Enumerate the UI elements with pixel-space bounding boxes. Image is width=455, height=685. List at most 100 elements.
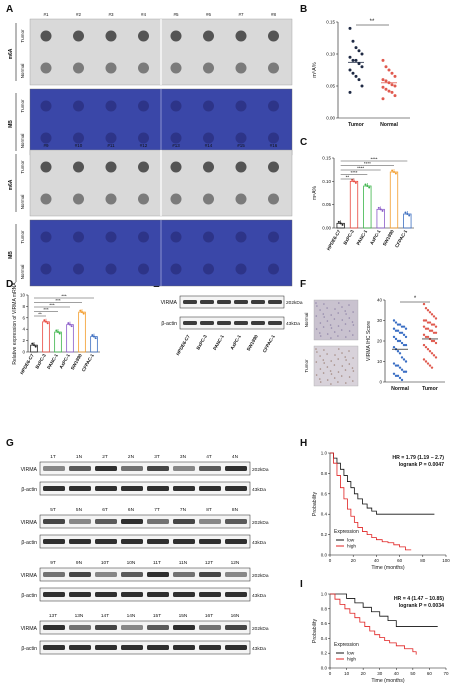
chart-b-point [390,83,394,87]
ihc-speckle [338,348,340,350]
blot-e-band [217,321,231,325]
chart-d-point [69,323,71,326]
chart-h-xlabel: Time (months) [371,565,405,571]
chart-f-annotation: * [414,296,417,302]
ihc-speckle [340,329,343,331]
panel-letter-g: G [6,438,14,449]
blot-g-band [147,539,169,544]
chart-f-point [394,364,398,367]
chart-f-point [432,323,436,326]
ihc-speckle [337,325,340,327]
chart-i-legend-label: low [347,651,355,657]
chart-f-point [398,366,402,369]
ihc-speckle [341,306,343,308]
chart-c-y-tick-label: 0.00 [322,226,331,231]
blot-top-m6a-dot [40,30,52,42]
chart-b-annotation: ** [370,19,375,25]
blot-e-size-label: 202kDa [286,300,303,306]
chart-i-y-tick-label: 1.0 [321,592,328,597]
ihc-speckle [352,324,355,326]
chart-f-point [428,350,432,353]
chart-c-point [404,211,407,214]
ihc-speckle [333,377,336,379]
chart-f-point [400,378,404,382]
chart-f-point [430,313,434,316]
blot-top-mb-dot [40,100,52,112]
blot-bottom-m6a-dot [170,193,182,205]
chart-c-point [337,220,340,223]
chart-b-point [351,71,355,75]
chart-c-bar [389,171,399,229]
blot-g-band [147,519,169,524]
chart-h-y-tick-label: 0.0 [321,553,328,558]
chart-d-y-tick-label: 8 [22,304,25,309]
chart-c-bar [349,180,359,229]
blot-g-sample-label: 12N [231,560,240,566]
blot-bottom-m6a-dot [138,161,149,173]
blot-g-sample-label: 14T [101,613,109,619]
chart-f-point [396,374,400,378]
blot-bottom-mb-dot [40,263,52,275]
blot-g-sample-label: 11N [179,560,188,566]
blot-g-band [173,572,195,577]
blot-g-band [43,572,65,577]
blot-bottom-mb-dot [268,263,279,275]
blot-g-band-label: β-actin [21,646,37,652]
chart-i-y-tick-label: 0.6 [321,621,328,626]
chart-i-x-tick-label: 0 [329,671,332,676]
blot-bottom-mb-dot [138,231,149,243]
blot-bottom-m6a-dot [40,161,52,173]
blot-top-number: #3 [108,12,114,17]
ihc-speckle [345,359,347,361]
ihc-speckle [319,381,322,383]
chart-c-point [393,171,395,173]
chart-f-point [404,327,408,330]
ihc-speckle [348,317,351,319]
blot-top-mb-dot [268,100,279,112]
chart-b-point [354,46,358,50]
blot-bottom-mb-dot [268,231,279,243]
ihc-label-tumor: Tumor [304,359,309,373]
chart-f-point [422,302,426,306]
chart-f-point [424,307,428,310]
chart-b-x-label: Tumor [348,122,364,128]
ihc-speckle [326,353,328,355]
ihc-speckle [330,373,333,375]
chart-f-ylabel: VIRMA IHC Score [366,321,372,361]
ihc-speckle [315,348,317,350]
ihc-speckle [337,371,340,373]
chart-f-point [426,362,430,365]
chart-c-y-tick-label: 0.15 [322,156,331,161]
ihc-speckle [345,382,347,384]
chart-i-stat-text: logrank P = 0.0034 [399,603,444,609]
ihc-speckle [323,349,325,351]
blot-g-size-label: 202kDa [252,573,269,579]
chart-f-point [404,335,408,339]
ihc-speckle [319,368,322,370]
blot-bottom-m6a-dot [40,193,52,205]
blot-g-sample-label: 8T [206,507,212,513]
blot-top-mb-dot [235,132,247,144]
blot-g-strip [39,620,251,635]
blot-g-size-label: 43kDa [252,487,266,493]
blot-g-band-label: VIRMA [21,573,38,579]
blot-top-number: #6 [206,12,212,17]
ihc-speckle [348,304,350,306]
chart-b-point [387,89,391,93]
ihc-speckle [351,367,354,369]
chart-h-y-tick-label: 0.8 [321,471,328,476]
blot-e-band [251,300,265,304]
chart-h-legend-label: high [347,544,356,550]
chart-d-point [94,337,97,340]
chart-f-point [422,319,426,322]
ihc-speckle [348,330,351,332]
chart-h-ylabel: Probability [312,491,318,516]
ihc-speckle [319,378,321,380]
chart-f-point [392,335,396,339]
chart-d-y-tick-label: 4 [22,327,25,332]
chart-b-point [348,90,352,94]
chart-f-point [398,352,402,355]
blot-bottom-mb-dot [170,231,182,243]
chart-f-x-label: Tumor [422,386,438,392]
chart-f-point [402,343,406,347]
